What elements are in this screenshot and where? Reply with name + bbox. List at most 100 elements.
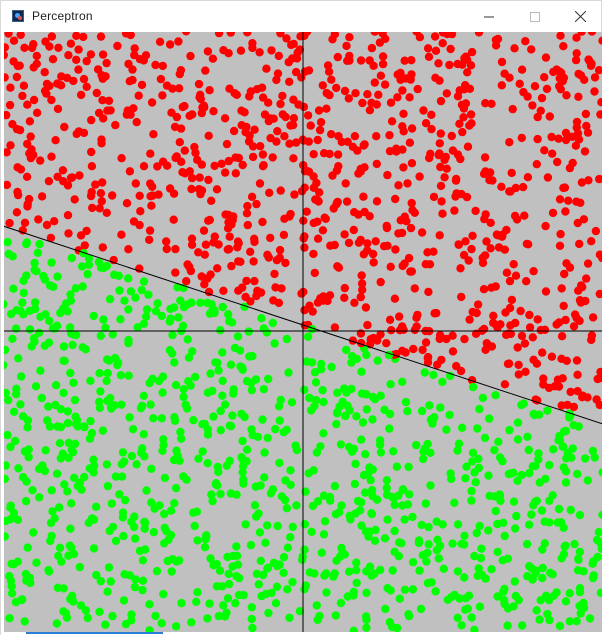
minimize-button[interactable] [466, 1, 512, 32]
point-class-above [9, 36, 19, 45]
point-class-above [258, 93, 268, 102]
point-class-below [274, 402, 284, 411]
point-class-above [165, 184, 175, 193]
point-class-above [350, 132, 360, 141]
point-class-below [421, 499, 430, 508]
point-class-below [168, 555, 177, 564]
point-class-below [55, 503, 64, 512]
point-class-above [169, 215, 178, 224]
point-class-above [392, 147, 401, 156]
point-class-below [149, 414, 158, 423]
point-class-below [460, 531, 469, 540]
point-class-above [345, 33, 354, 42]
point-class-above [502, 268, 512, 277]
point-class-above [135, 220, 144, 230]
point-class-below [142, 305, 152, 314]
point-class-below [467, 486, 476, 496]
point-class-above [124, 59, 133, 69]
point-class-below [147, 498, 156, 507]
point-class-below [535, 615, 544, 624]
point-class-above [321, 214, 330, 223]
point-class-below [184, 353, 194, 362]
point-class-above [87, 115, 96, 125]
point-class-below [103, 396, 112, 406]
point-class-below [140, 517, 149, 527]
point-class-above [252, 199, 261, 209]
point-class-above [462, 192, 472, 202]
point-class-above [122, 199, 132, 208]
point-class-below [462, 462, 471, 471]
point-class-below [352, 412, 361, 421]
point-class-below [95, 607, 104, 616]
point-class-above [468, 231, 477, 240]
point-class-below [513, 476, 522, 485]
point-class-below [224, 569, 233, 579]
point-class-below [106, 577, 116, 586]
point-class-above [505, 303, 515, 313]
point-class-below [498, 457, 507, 466]
point-class-above [42, 79, 52, 89]
point-class-below [453, 567, 463, 576]
close-button[interactable] [557, 1, 602, 32]
point-class-above [597, 98, 602, 107]
point-class-below [218, 348, 227, 357]
point-class-above [363, 239, 372, 248]
point-class-below [554, 504, 564, 514]
point-class-below [216, 489, 225, 499]
point-class-above [342, 197, 352, 206]
point-class-below [322, 588, 331, 597]
point-class-below [523, 432, 532, 441]
point-class-above [527, 45, 536, 54]
point-class-below [63, 487, 72, 496]
point-class-below [170, 358, 179, 367]
point-class-above [58, 166, 68, 175]
point-class-below [68, 447, 78, 457]
point-class-below [31, 298, 40, 307]
point-class-above [6, 83, 15, 92]
point-class-above [204, 216, 213, 225]
point-class-below [318, 386, 327, 395]
point-class-below [69, 549, 79, 559]
point-class-below [206, 554, 215, 563]
point-class-below [271, 599, 281, 608]
point-class-below [594, 528, 602, 537]
point-class-below [248, 431, 257, 440]
point-class-above [310, 268, 319, 278]
title-bar[interactable]: Perceptron [1, 1, 601, 32]
point-class-above [231, 153, 240, 162]
point-class-above [300, 67, 310, 76]
perceptron-app-icon[interactable] [12, 10, 24, 22]
point-class-above [532, 359, 542, 368]
point-class-below [71, 330, 81, 340]
point-class-below [203, 430, 213, 439]
point-class-above [247, 192, 257, 201]
point-class-above [29, 40, 38, 49]
maximize-button[interactable] [512, 1, 558, 32]
point-class-above [550, 382, 559, 391]
point-class-above [229, 126, 239, 136]
point-class-above [158, 91, 167, 100]
point-class-below [419, 447, 428, 456]
point-class-below [151, 307, 161, 316]
point-class-above [398, 86, 407, 95]
point-class-above [533, 134, 542, 144]
point-class-below [470, 625, 479, 634]
point-class-above [174, 37, 183, 46]
point-class-below [30, 265, 39, 275]
point-class-above [213, 264, 222, 273]
point-class-below [302, 357, 311, 366]
point-class-above [5, 218, 14, 228]
point-class-below [79, 422, 89, 431]
point-class-below [445, 410, 454, 420]
point-class-below [494, 437, 503, 446]
point-class-below [376, 448, 386, 457]
point-class-below [317, 548, 326, 557]
point-class-above [333, 197, 342, 207]
point-class-below [21, 496, 31, 506]
point-class-below [282, 425, 291, 434]
point-class-above [12, 72, 22, 82]
point-class-above [595, 289, 602, 299]
point-class-above [571, 141, 581, 150]
point-class-above [421, 338, 431, 347]
point-class-below [438, 520, 447, 529]
